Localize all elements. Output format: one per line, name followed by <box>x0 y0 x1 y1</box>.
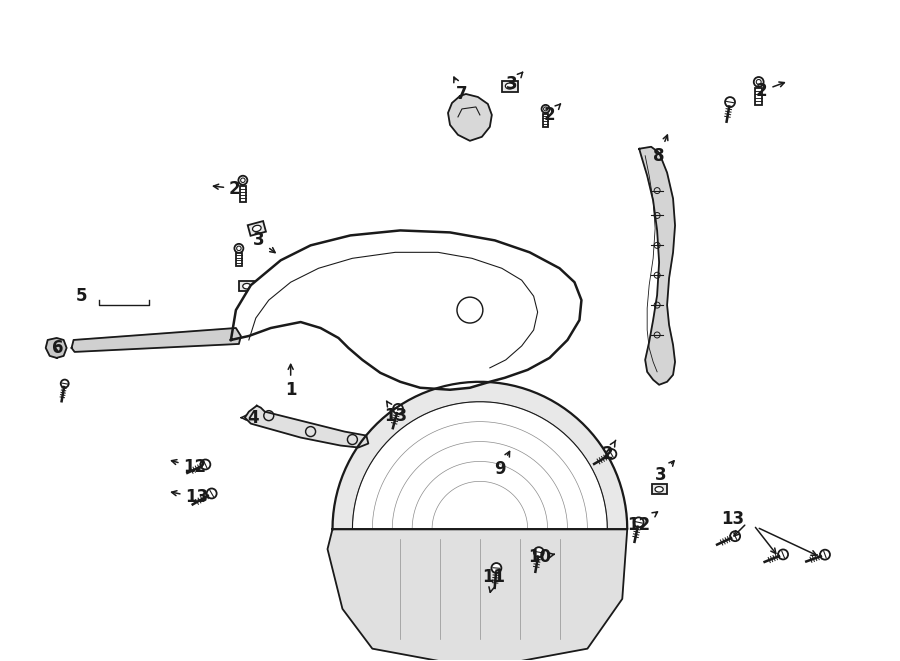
Circle shape <box>534 547 544 557</box>
Bar <box>248 221 266 236</box>
Text: 11: 11 <box>482 568 505 592</box>
Text: 9: 9 <box>494 451 509 479</box>
Text: 13: 13 <box>384 401 408 424</box>
Bar <box>239 281 255 291</box>
Polygon shape <box>332 382 627 529</box>
Text: 5: 5 <box>76 287 87 305</box>
Text: 13: 13 <box>721 510 744 528</box>
Text: 3: 3 <box>253 231 275 253</box>
Ellipse shape <box>238 176 248 184</box>
Polygon shape <box>639 147 675 385</box>
Text: 2: 2 <box>756 82 785 100</box>
Bar <box>502 81 518 91</box>
Text: 3: 3 <box>655 461 674 485</box>
Polygon shape <box>245 406 368 447</box>
Circle shape <box>634 518 643 527</box>
Circle shape <box>820 550 830 560</box>
Text: 12: 12 <box>627 512 658 534</box>
Text: 8: 8 <box>653 135 668 165</box>
Circle shape <box>725 97 735 107</box>
Text: 1: 1 <box>285 364 296 399</box>
Polygon shape <box>543 114 548 127</box>
Text: 13: 13 <box>172 488 209 506</box>
Polygon shape <box>755 89 762 105</box>
Ellipse shape <box>542 105 550 113</box>
Ellipse shape <box>754 77 763 87</box>
Text: 2: 2 <box>213 180 240 198</box>
Circle shape <box>778 549 788 559</box>
Text: 3: 3 <box>506 72 523 93</box>
Circle shape <box>730 531 740 541</box>
Circle shape <box>491 563 501 573</box>
Ellipse shape <box>655 486 663 492</box>
Ellipse shape <box>253 225 261 231</box>
Polygon shape <box>231 231 581 390</box>
Circle shape <box>60 379 68 387</box>
Polygon shape <box>72 328 241 352</box>
Text: 12: 12 <box>172 459 207 477</box>
Ellipse shape <box>243 284 251 289</box>
Ellipse shape <box>506 83 514 89</box>
Polygon shape <box>240 186 246 202</box>
Polygon shape <box>328 529 627 661</box>
Circle shape <box>207 488 217 498</box>
Polygon shape <box>448 94 491 141</box>
Circle shape <box>201 459 211 469</box>
Circle shape <box>393 404 403 414</box>
Polygon shape <box>236 253 242 266</box>
Ellipse shape <box>234 244 243 253</box>
Text: 6: 6 <box>52 339 63 357</box>
Text: 4: 4 <box>241 408 258 426</box>
Bar <box>652 485 667 494</box>
Text: 10: 10 <box>528 548 554 566</box>
Text: 2: 2 <box>544 104 561 124</box>
Text: 2: 2 <box>601 440 616 463</box>
Text: 7: 7 <box>454 77 468 103</box>
Polygon shape <box>46 338 67 358</box>
Circle shape <box>607 449 616 459</box>
